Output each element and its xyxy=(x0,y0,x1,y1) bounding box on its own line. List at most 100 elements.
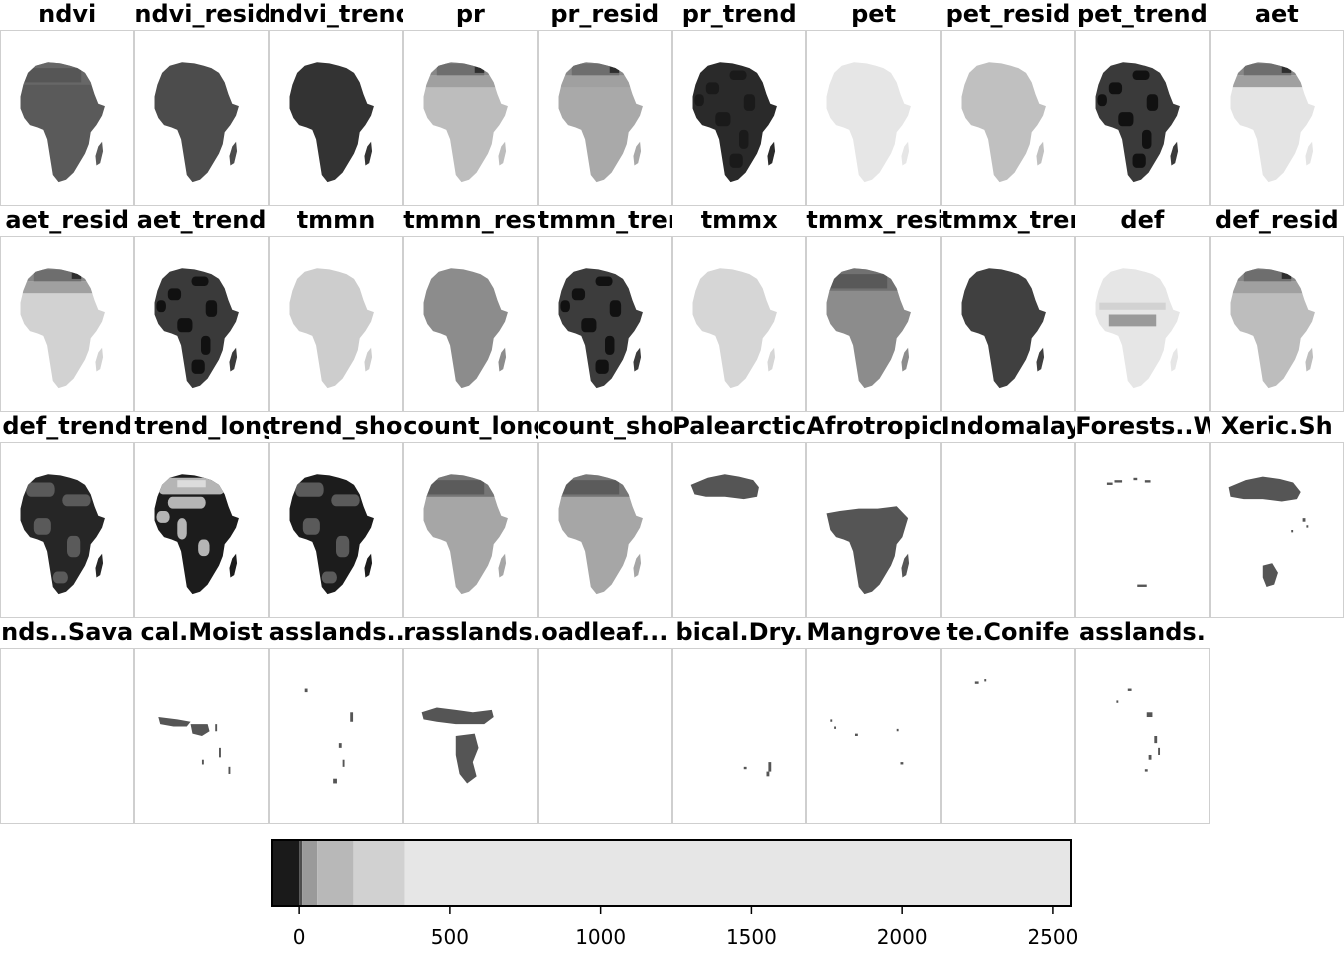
africa-map xyxy=(690,474,759,500)
region-speck xyxy=(1158,747,1161,755)
map-svg xyxy=(289,62,374,183)
map-frame xyxy=(1075,442,1210,618)
map-panel: asslands.. xyxy=(268,618,404,824)
madagascar-fill xyxy=(767,141,776,166)
patch xyxy=(168,288,182,301)
panel-title: def_trend xyxy=(2,412,133,440)
patch xyxy=(201,335,211,355)
map-panel: tmmn_resid xyxy=(403,206,538,412)
patch xyxy=(729,153,743,168)
map-panel: ndvi_resid xyxy=(134,0,269,206)
patch xyxy=(191,276,209,287)
panel-title: bical.Dry. xyxy=(675,618,803,646)
panel-title: pet_trend xyxy=(1076,0,1208,28)
panel-title: tmmn xyxy=(296,206,376,234)
patch xyxy=(609,300,621,317)
map-panel: def_trend xyxy=(0,412,135,618)
layer-patches xyxy=(1230,62,1315,88)
region-speck xyxy=(1114,480,1123,483)
madagascar-fill xyxy=(364,347,372,372)
colorbar-bin xyxy=(299,840,303,906)
region-speck xyxy=(1137,584,1147,587)
map-panel: nds..Sava xyxy=(0,618,135,824)
map-panel: tmmx_resid xyxy=(806,206,941,412)
map-svg xyxy=(154,268,240,389)
map-frame xyxy=(0,442,135,618)
region-fill xyxy=(455,733,479,784)
region-speck xyxy=(350,712,353,722)
region-speck xyxy=(338,743,342,748)
colorbar-tick-label: 1000 xyxy=(575,925,626,949)
africa-map xyxy=(961,62,1046,183)
region-speck xyxy=(332,778,337,784)
panel-title: def xyxy=(1120,206,1165,234)
panel-title: Forests..Wo xyxy=(1075,412,1210,440)
map-svg xyxy=(289,268,374,389)
map-svg xyxy=(154,62,240,183)
map-frame xyxy=(537,442,672,618)
map-svg xyxy=(1230,268,1315,389)
map-panel: aet_resid xyxy=(0,206,135,412)
continent-fill xyxy=(826,268,912,389)
map-svg xyxy=(20,62,105,183)
panel-title: aet xyxy=(1254,0,1299,28)
panel-title: aet_resid xyxy=(5,206,130,234)
africa-map xyxy=(154,268,240,389)
map-svg xyxy=(304,688,353,784)
colorbar-tick-label: 2500 xyxy=(1027,925,1078,949)
region-speck xyxy=(1154,736,1158,744)
colorbar-bin xyxy=(317,840,354,906)
map-frame xyxy=(403,648,538,824)
colorbar-bin xyxy=(353,840,405,906)
africa-map xyxy=(826,268,912,389)
patch xyxy=(474,65,485,73)
region-fill xyxy=(190,724,210,736)
map-svg xyxy=(974,679,986,684)
patch xyxy=(177,518,188,540)
patch xyxy=(580,318,597,333)
panel-title: pr xyxy=(455,0,485,28)
patch xyxy=(1118,112,1134,127)
map-svg xyxy=(830,719,904,765)
region-speck xyxy=(897,728,899,732)
madagascar-fill xyxy=(1170,347,1179,372)
map-panel: oadleaf... xyxy=(537,618,672,824)
patch xyxy=(24,68,82,83)
colorbar-bin xyxy=(404,840,1071,906)
patch xyxy=(1281,271,1291,279)
layer-patches xyxy=(423,62,509,88)
map-svg xyxy=(423,268,509,389)
patch xyxy=(1230,75,1315,88)
patch xyxy=(571,288,585,301)
map-frame xyxy=(403,442,538,618)
patch xyxy=(52,571,68,584)
map-svg xyxy=(20,268,105,389)
patch xyxy=(71,271,82,279)
map-svg xyxy=(1116,688,1161,772)
continent-fill xyxy=(1230,268,1315,389)
layer-patches xyxy=(826,268,912,291)
layer-patches xyxy=(423,474,509,497)
layer-patches xyxy=(694,70,756,168)
map-svg xyxy=(423,474,509,595)
map-panel: tmmn_trend xyxy=(537,206,672,412)
madagascar-fill xyxy=(901,141,910,166)
region-speck xyxy=(1305,525,1308,528)
continent-fill xyxy=(20,268,105,389)
madagascar-fill xyxy=(1170,141,1179,166)
patch xyxy=(694,94,704,107)
map-frame xyxy=(134,648,269,824)
region-speck xyxy=(768,762,772,772)
map-svg xyxy=(826,268,912,389)
patch xyxy=(427,480,485,495)
map-panel: pr_resid xyxy=(537,0,672,206)
layer-patches xyxy=(558,62,643,88)
africa-map xyxy=(826,506,910,595)
map-frame xyxy=(537,30,672,206)
patch xyxy=(738,129,749,149)
region-speck xyxy=(984,679,986,682)
map-svg xyxy=(20,474,105,595)
region-speck xyxy=(855,733,859,736)
map-frame xyxy=(403,236,538,412)
colorbar-bin xyxy=(302,840,318,906)
